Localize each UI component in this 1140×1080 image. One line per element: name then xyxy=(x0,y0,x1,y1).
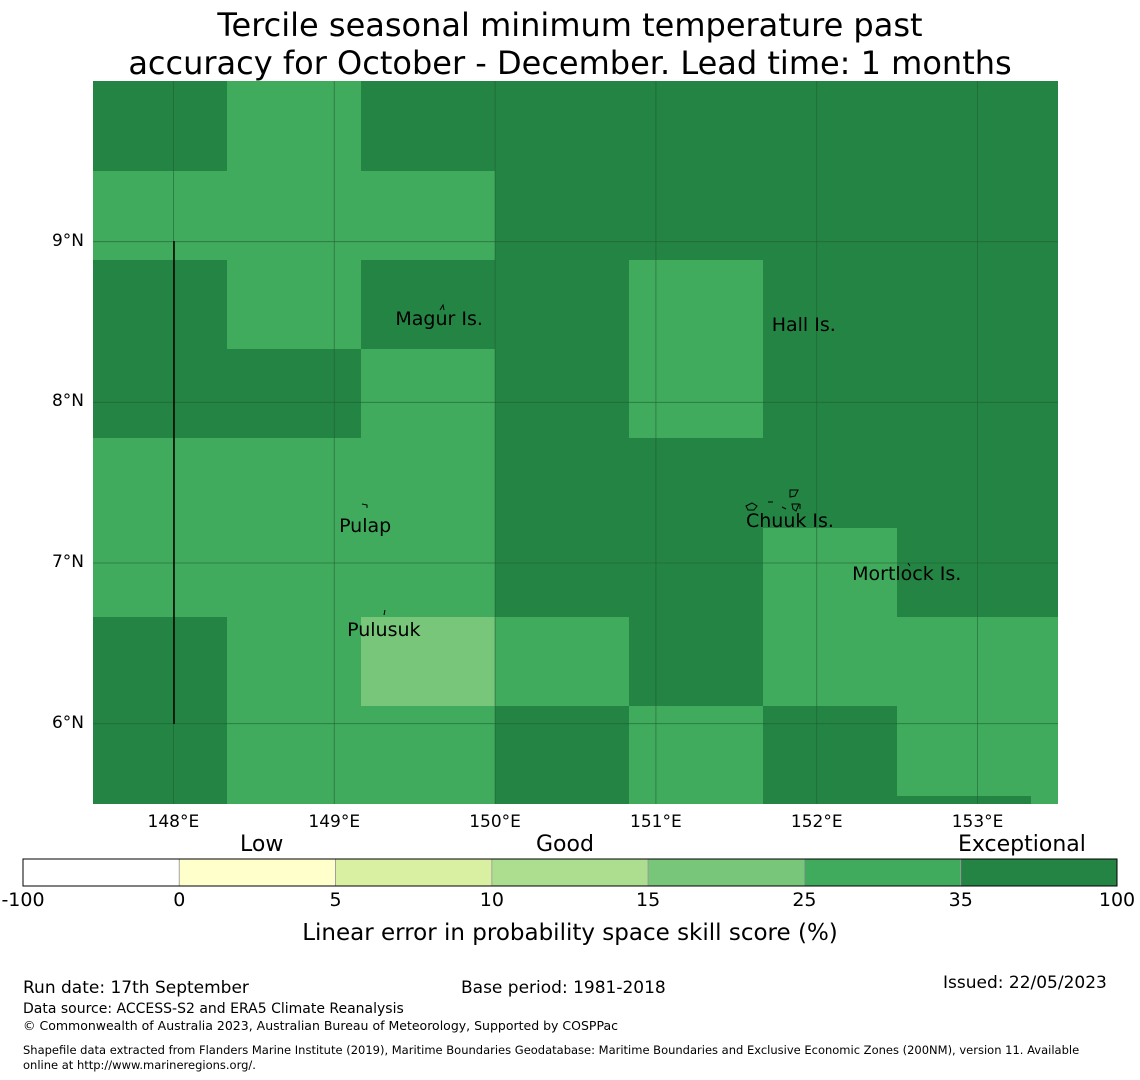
x-tick-label: 151°E xyxy=(630,812,682,832)
y-tick-label: 6°N xyxy=(51,712,84,733)
pulap-island-outline xyxy=(361,503,368,508)
colorbar-frame xyxy=(22,858,1118,887)
colorbar-category-low: Low xyxy=(240,832,284,857)
y-tick-label: 8°N xyxy=(51,391,84,412)
skill-grid-cells xyxy=(93,81,1058,804)
magur-island-outline xyxy=(439,303,445,311)
shapefile-credit-line-2: online at http://www.marineregions.org/. xyxy=(23,1058,256,1072)
data-source: Data source: ACCESS-S2 and ERA5 Climate … xyxy=(23,1001,404,1017)
colorbar-category-good: Good xyxy=(536,832,594,857)
skill-cell xyxy=(227,81,361,171)
colorbar-segment xyxy=(960,858,1118,887)
run-date: Run date: 17th September xyxy=(23,978,249,998)
mortlock-island-outline xyxy=(907,562,911,567)
colorbar-tick-label: 25 xyxy=(792,889,817,911)
place-label: Pulusuk xyxy=(347,619,421,642)
place-label: Mortlock Is. xyxy=(852,563,962,586)
skill-cell xyxy=(227,617,361,804)
skill-cell xyxy=(629,260,763,438)
copyright: © Commonwealth of Australia 2023, Austra… xyxy=(23,1018,618,1033)
colorbar xyxy=(22,858,1118,887)
map-gridlines xyxy=(93,81,1058,804)
y-tick-label: 9°N xyxy=(51,230,84,251)
pulusuk-island-outline xyxy=(383,609,386,616)
colorbar-tick-label: 100 xyxy=(1098,889,1136,911)
x-tick-label: 148°E xyxy=(147,812,200,832)
island-outlines xyxy=(173,241,911,724)
colorbar-segment xyxy=(491,858,649,887)
chuuk-island-outline xyxy=(745,489,801,512)
issued-date: Issued: 22/05/2023 xyxy=(943,973,1107,993)
colorbar-segment xyxy=(22,858,180,887)
x-tick-label: 152°E xyxy=(790,812,843,832)
skill-cell xyxy=(361,617,495,706)
chart-title-line-2: accuracy for October - December. Lead ti… xyxy=(128,44,1012,82)
skill-cell xyxy=(495,617,629,706)
colorbar-segment xyxy=(335,858,493,887)
place-label: Chuuk Is. xyxy=(745,510,834,533)
base-period: Base period: 1981-2018 xyxy=(461,978,666,998)
skill-cell xyxy=(93,438,495,617)
place-label: Pulap xyxy=(339,515,392,538)
colorbar-tick-label: 10 xyxy=(479,889,504,911)
colorbar-tick-label: 0 xyxy=(173,889,186,911)
place-label: Hall Is. xyxy=(771,314,836,337)
colorbar-category-exceptional: Exceptional xyxy=(958,832,1086,857)
x-tick-label: 150°E xyxy=(469,812,521,832)
colorbar-tick-label: 15 xyxy=(636,889,661,911)
colorbar-segment xyxy=(178,858,336,887)
place-label: Magur Is. xyxy=(395,307,483,330)
skill-cell xyxy=(361,349,495,438)
colorbar-segment xyxy=(647,858,805,887)
skill-cell xyxy=(629,706,763,804)
x-tick-label: 149°E xyxy=(308,812,361,832)
y-tick-label: 7°N xyxy=(51,552,84,572)
chart-title: Tercile seasonal minimum temperature pas… xyxy=(0,6,1140,82)
skill-cell xyxy=(1031,796,1058,804)
shapefile-credit-line-1: Shapefile data extracted from Flanders M… xyxy=(23,1043,1080,1057)
skill-cell xyxy=(227,260,361,349)
skill-cell xyxy=(763,528,897,706)
x-tick-label: 153°E xyxy=(951,812,1004,832)
colorbar-tick-label: -100 xyxy=(1,889,45,911)
colorbar-tick-label: 35 xyxy=(948,889,973,911)
colorbar-tick-label: 5 xyxy=(329,889,342,911)
colorbar-segment xyxy=(804,858,962,887)
skill-cell xyxy=(361,706,495,804)
chart-title-line-1: Tercile seasonal minimum temperature pas… xyxy=(217,6,923,44)
colorbar-axis-label: Linear error in probability space skill … xyxy=(302,920,838,946)
skill-cell xyxy=(93,171,495,260)
